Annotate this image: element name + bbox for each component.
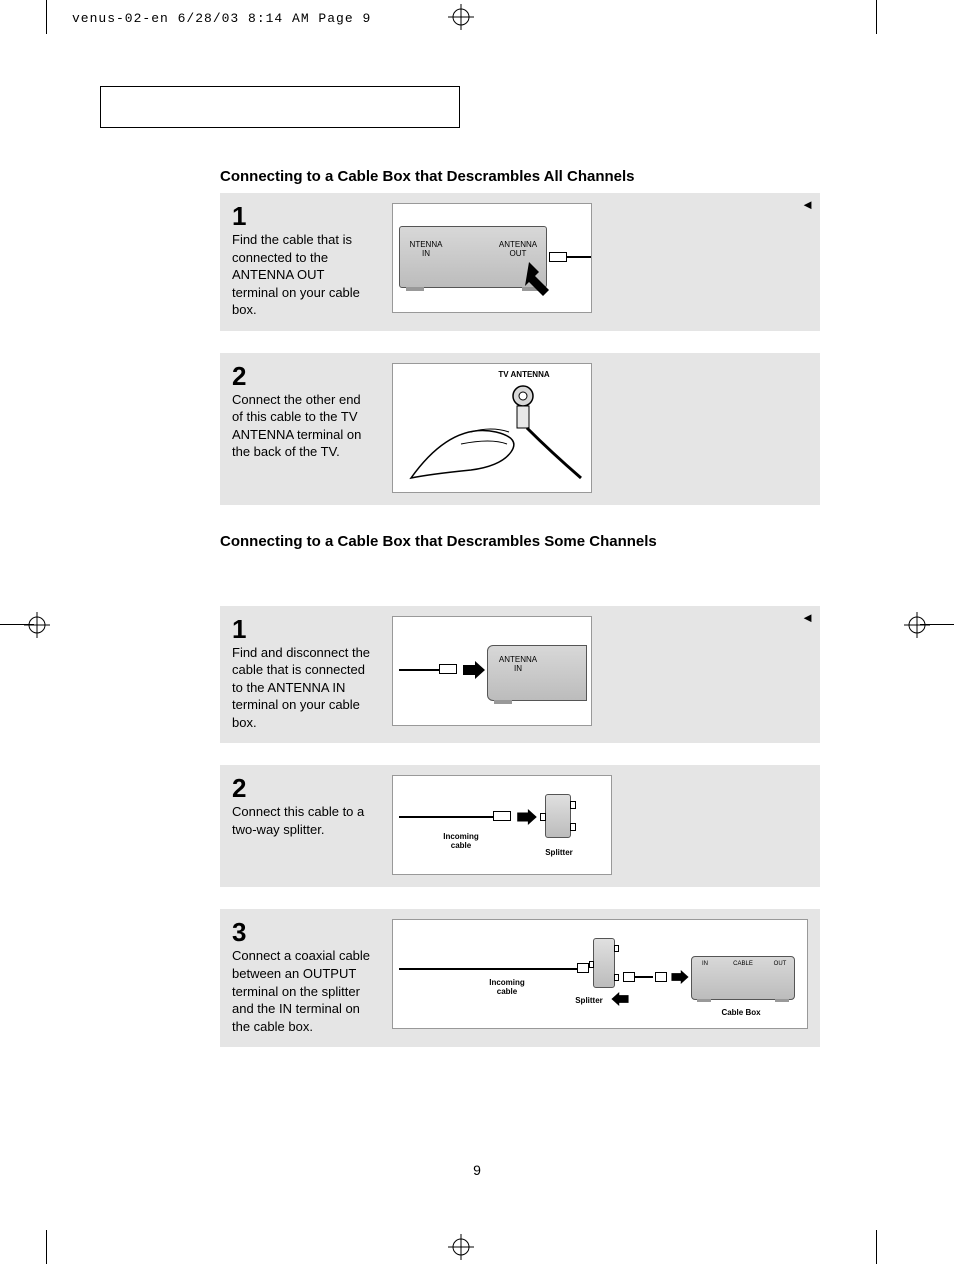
step-number: 3 <box>232 919 372 945</box>
step-b2: 2 Connect this cable to a two-way splitt… <box>220 765 820 887</box>
illustration-disconnect: ANTENNA IN <box>392 616 592 726</box>
splitter-port <box>614 974 619 981</box>
step-text: 3 Connect a coaxial cable between an OUT… <box>232 919 372 1035</box>
connector-icon <box>577 963 589 973</box>
page-content: Connecting to a Cable Box that Descrambl… <box>100 86 880 1069</box>
cable-icon <box>399 968 577 970</box>
step-text: 2 Connect this cable to a two-way splitt… <box>232 775 372 838</box>
step-number: 2 <box>232 363 372 389</box>
illustration-splitter: Incoming cable Splitter <box>392 775 612 875</box>
crop-mark <box>46 0 47 34</box>
registration-mark-icon <box>904 612 930 638</box>
step-body: Connect this cable to a two-way splitter… <box>232 803 372 838</box>
cable-icon <box>399 816 493 818</box>
arrow-icon <box>671 970 689 984</box>
label-incoming-cable: Incoming cable <box>477 978 537 996</box>
connector-icon <box>493 811 511 821</box>
connector-icon <box>623 972 635 982</box>
step-body: Connect the other end of this cable to t… <box>232 391 372 461</box>
illustration-hand-connector: TV ANTENNA <box>392 363 592 493</box>
connector-icon <box>549 252 567 262</box>
cable-icon <box>567 256 591 258</box>
splitter-icon <box>545 794 571 838</box>
print-header-slug: venus-02-en 6/28/03 8:14 AM Page 9 <box>72 11 371 26</box>
illustration-full-chain: IN CABLE OUT Incoming cable Splitter Cab… <box>392 919 808 1029</box>
splitter-port <box>589 961 594 968</box>
step-number: 1 <box>232 616 372 642</box>
step-a2: 2 Connect the other end of this cable to… <box>220 353 820 505</box>
arrow-icon <box>463 661 485 679</box>
label-cable-box: Cable Box <box>701 1008 781 1017</box>
step-number: 1 <box>232 203 372 229</box>
device-foot <box>494 700 512 704</box>
device-foot <box>697 999 711 1002</box>
step-a1: ◄ 1 Find the cable that is connected to … <box>220 193 820 331</box>
label-out: OUT <box>770 961 790 968</box>
device-foot <box>775 999 789 1002</box>
label-splitter: Splitter <box>567 996 611 1005</box>
section-heading: Connecting to a Cable Box that Descrambl… <box>220 533 880 550</box>
registration-mark-icon <box>24 612 50 638</box>
cable-box-icon: IN CABLE OUT <box>691 956 795 1000</box>
pointer-arrow-icon <box>521 262 555 302</box>
cable-box-icon: ANTENNA IN <box>487 645 587 701</box>
step-body: Connect a coaxial cable between an OUTPU… <box>232 947 372 1035</box>
continuation-arrow-icon: ◄ <box>801 197 814 212</box>
registration-mark-icon <box>448 1234 474 1260</box>
cable-icon <box>635 976 653 978</box>
connector-icon <box>439 664 457 674</box>
splitter-port <box>614 945 619 952</box>
step-text: 1 Find and disconnect the cable that is … <box>232 616 372 732</box>
title-placeholder-box <box>100 86 460 128</box>
crop-mark <box>876 1230 877 1264</box>
crop-mark <box>876 0 877 34</box>
step-body: Find and disconnect the cable that is co… <box>232 644 372 732</box>
step-text: 1 Find the cable that is connected to th… <box>232 203 372 319</box>
registration-mark-icon <box>448 4 474 30</box>
step-b3: 3 Connect a coaxial cable between an OUT… <box>220 909 820 1047</box>
label-in: IN <box>696 961 714 968</box>
step-body: Find the cable that is connected to the … <box>232 231 372 319</box>
cable-icon <box>399 669 439 671</box>
step-text: 2 Connect the other end of this cable to… <box>232 363 372 461</box>
step-b1: ◄ 1 Find and disconnect the cable that i… <box>220 606 820 744</box>
illustration-cable-box: NTENNA IN ANTENNA OUT <box>392 203 592 313</box>
label-cable: CABLE <box>728 961 758 968</box>
label-antenna-out: ANTENNA OUT <box>496 241 540 259</box>
crop-mark <box>46 1230 47 1264</box>
device-foot <box>406 287 424 291</box>
step-number: 2 <box>232 775 372 801</box>
splitter-port <box>570 801 576 809</box>
label-tv-antenna: TV ANTENNA <box>489 370 559 379</box>
label-splitter: Splitter <box>537 848 581 857</box>
arrow-icon <box>517 809 537 825</box>
splitter-port <box>540 813 546 821</box>
splitter-port <box>570 823 576 831</box>
label-incoming-cable: Incoming cable <box>431 832 491 850</box>
page-number: 9 <box>0 1162 954 1178</box>
label-antenna-in: ANTENNA IN <box>496 656 540 674</box>
splitter-icon <box>593 938 615 988</box>
connector-icon <box>655 972 667 982</box>
continuation-arrow-icon: ◄ <box>801 610 814 625</box>
label-antenna-in: NTENNA IN <box>404 241 448 259</box>
arrow-icon <box>611 992 629 1006</box>
hand-cable-icon <box>401 382 585 488</box>
section-heading: Connecting to a Cable Box that Descrambl… <box>220 168 880 185</box>
